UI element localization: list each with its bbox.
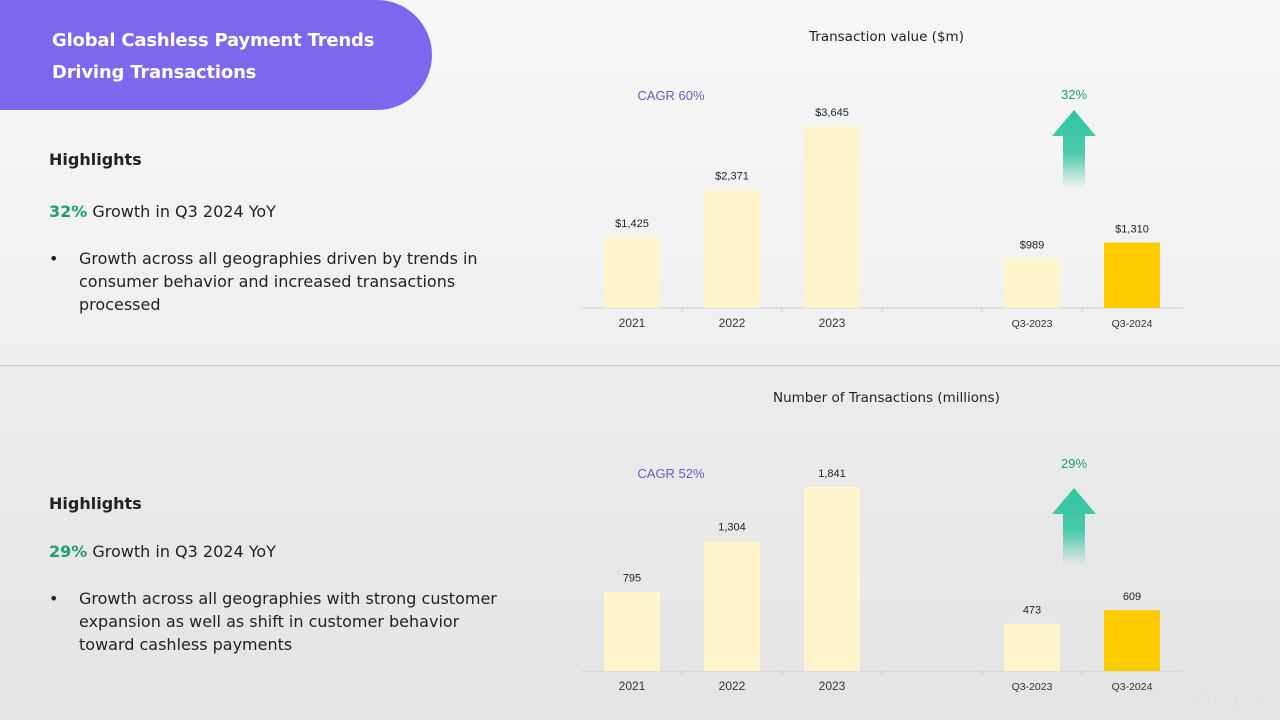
- chart-1-title: Transaction value ($m): [809, 29, 964, 45]
- bar-2022: [704, 189, 760, 308]
- up-arrow-icon: [1052, 110, 1096, 188]
- bar-2021: [604, 591, 660, 671]
- data-label: $1,425: [615, 218, 649, 230]
- tick-label: 2023: [819, 316, 846, 330]
- tick-label: Q3-2024: [1112, 681, 1153, 693]
- bar-q3-2024: [1104, 242, 1160, 308]
- title-line-2: Driving Transactions: [52, 62, 257, 83]
- data-label: 795: [623, 573, 641, 585]
- up-arrow-icon: [1052, 488, 1096, 565]
- tick-label: 2022: [719, 679, 746, 693]
- bullet-text-1: Growth across all geographies driven by …: [79, 249, 478, 314]
- bar-q3-2023: [1004, 623, 1060, 671]
- chart-2-title: Number of Transactions (millions): [773, 390, 1000, 406]
- highlights-heading-2: Highlights: [49, 494, 142, 513]
- panel-divider: [0, 365, 1280, 366]
- growth-line-1: 32% Growth in Q3 2024 YoY: [49, 202, 276, 221]
- growth-label: 29%: [1061, 456, 1087, 471]
- tick-label: 2023: [819, 679, 846, 693]
- data-label: 1,841: [818, 468, 846, 480]
- bar-2023: [804, 126, 860, 308]
- tick-label: 2021: [619, 316, 646, 330]
- tick-label: Q3-2023: [1012, 681, 1053, 693]
- data-label: $989: [1020, 240, 1044, 252]
- data-label: 609: [1123, 591, 1141, 603]
- tick-label: 2021: [619, 679, 646, 693]
- tick-label: 2022: [719, 316, 746, 330]
- bullet-text-2: Growth across all geographies with stron…: [79, 589, 497, 654]
- chart-transaction-value: $1,425 2021 $2,371 2022 $3,645 2023 $989 Q3-202…: [582, 87, 1183, 330]
- data-label: 1,304: [718, 522, 746, 534]
- tick-label: Q3-2024: [1112, 318, 1153, 330]
- cagr-label: CAGR 52%: [637, 466, 705, 481]
- bar-q3-2023: [1004, 258, 1060, 308]
- title-banner: Global Cashless Payment Trends Driving T…: [0, 0, 432, 110]
- brand-watermark: Noyox: [1195, 688, 1266, 712]
- bullet-dot-2: •: [49, 589, 59, 608]
- bar-2022: [704, 540, 760, 671]
- growth-label: 32%: [1061, 87, 1087, 102]
- growth-text-2: Growth in Q3 2024 YoY: [87, 542, 276, 561]
- data-label: $1,310: [1115, 224, 1149, 236]
- growth-pct-2: 29%: [49, 542, 88, 561]
- tick-label: Q3-2023: [1012, 318, 1053, 330]
- bar-2021: [604, 236, 660, 308]
- growth-text-1: Growth in Q3 2024 YoY: [87, 202, 276, 221]
- data-label: $3,645: [815, 107, 849, 119]
- cagr-label: CAGR 60%: [637, 88, 705, 103]
- data-label: 473: [1023, 605, 1041, 617]
- growth-pct-1: 32%: [49, 202, 88, 221]
- highlights-heading-1: Highlights: [49, 150, 142, 169]
- bar-q3-2024: [1104, 610, 1160, 671]
- data-label: $2,371: [715, 171, 749, 183]
- bar-2023: [804, 487, 860, 671]
- bullet-dot-1: •: [49, 249, 59, 268]
- growth-line-2: 29% Growth in Q3 2024 YoY: [49, 542, 276, 561]
- title-line-1: Global Cashless Payment Trends: [52, 30, 375, 51]
